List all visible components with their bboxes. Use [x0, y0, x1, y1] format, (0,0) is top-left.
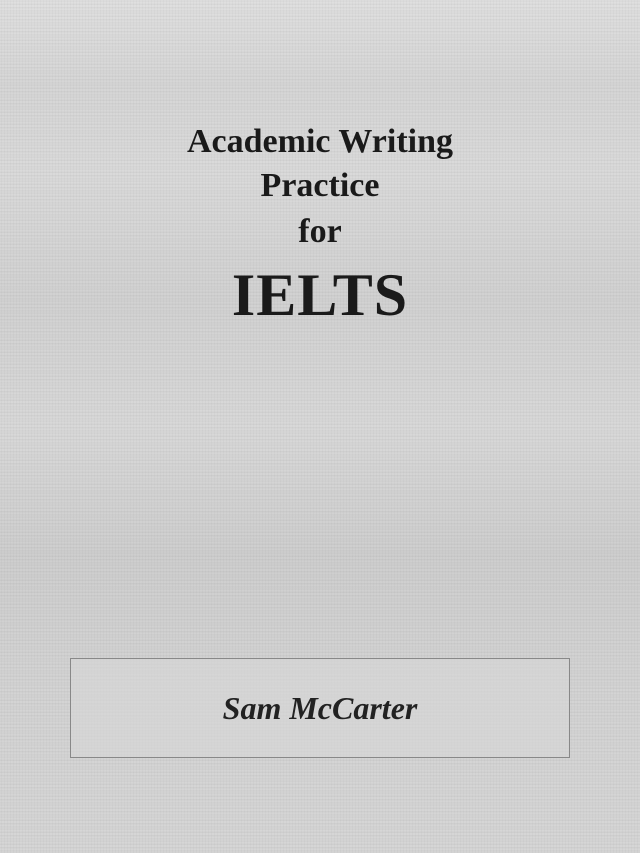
- author-box: Sam McCarter: [70, 658, 570, 758]
- title-line-1: Academic Writing: [0, 120, 640, 164]
- title-block: Academic Writing Practice for IELTS: [0, 120, 640, 334]
- title-line-4: IELTS: [0, 256, 640, 334]
- title-line-2: Practice: [0, 164, 640, 208]
- title-line-3: for: [0, 208, 640, 256]
- author-name: Sam McCarter: [223, 690, 418, 727]
- document-page: Academic Writing Practice for IELTS Sam …: [0, 0, 640, 853]
